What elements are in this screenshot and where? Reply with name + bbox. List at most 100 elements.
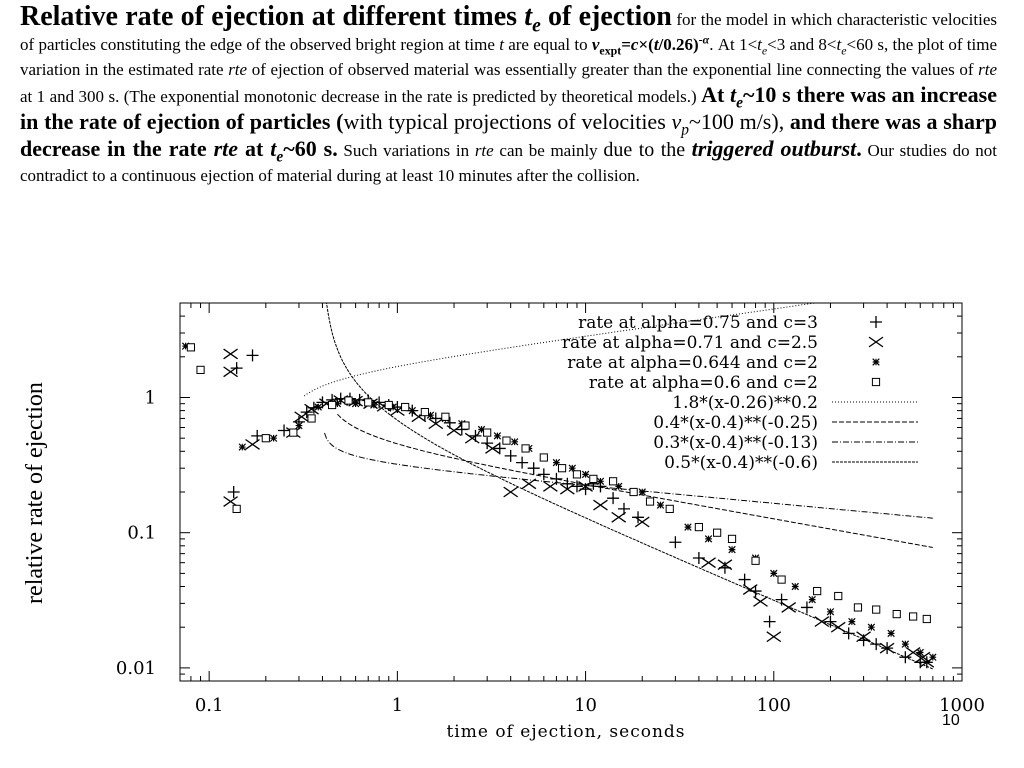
x-marker [578,480,593,492]
x-marker [742,584,758,595]
plus-marker [669,536,682,549]
star-marker [269,434,278,442]
square-marker [461,421,470,430]
star-marker [596,477,605,486]
x-tick-label: 1 [392,695,403,716]
fit-curve-line [324,302,934,670]
fit-curve-line [324,432,933,519]
square-marker [289,428,298,437]
star-marker [848,617,856,626]
x-tick-label: 0.1 [195,695,224,716]
ejection-rate-chart: 0.1 1 10 100 1000 0.01 0.1 1 rate at alpha=0.75… [22,302,985,742]
square-marker [401,402,410,412]
square-marker [441,412,450,421]
x-tick-label: 10 [574,695,597,716]
legend-label: rate at alpha=0.75 and c=3 [578,313,818,333]
star-marker [370,401,378,409]
x-marker [766,631,782,643]
square-marker [364,398,373,407]
chart-legend: rate at alpha=0.75 and c=3 rate at alpha=… [562,313,918,473]
legend-label: 0.3*(x-0.4)**(-0.13) [653,433,818,453]
square-marker [645,497,655,506]
x-marker [304,403,319,415]
star-marker [238,443,247,451]
plus-marker [800,601,813,614]
square-marker [483,428,492,437]
axis-ticks: 0.1 1 10 100 1000 0.01 0.1 1 [116,303,985,716]
x-marker [634,516,650,528]
star-marker [704,535,713,543]
star-marker [510,438,519,446]
x-marker [593,499,608,511]
x-marker [503,486,519,498]
x-marker [446,425,462,436]
square-marker [521,444,530,453]
square-marker [909,612,918,621]
figure-caption: Relative rate of ejection at different t… [20,1,998,186]
star-marker [333,399,342,408]
plus-marker [607,492,620,505]
star-marker [867,623,876,631]
star-marker [568,464,577,472]
plus-marker [763,615,776,628]
x-marker [879,642,895,654]
plus-marker [870,316,882,328]
x-marker [223,348,238,360]
star-marker [181,342,190,350]
square-marker [853,603,863,612]
star-marker [477,425,486,434]
star-marker [728,545,736,554]
legend-label: rate at alpha=0.6 and c=2 [589,373,818,393]
star-marker [581,470,590,479]
square-marker [872,605,881,614]
plus-marker [481,437,494,450]
x-marker [856,631,871,643]
plus-marker [561,477,574,490]
star-marker [493,432,502,440]
square-marker [727,534,737,543]
plus-marker [246,349,259,362]
star-marker [684,523,692,531]
square-marker [871,377,881,387]
square-marker [834,591,843,601]
square-marker [777,575,786,584]
x-marker [830,621,846,633]
x-marker [701,557,716,569]
x-marker [485,443,500,454]
star-marker [408,406,416,415]
plus-marker [429,412,442,425]
star-marker [872,358,880,366]
plus-marker [899,651,912,664]
legend-label: rate at alpha=0.644 and c=2 [567,353,818,373]
star-marker [638,488,646,496]
x-marker [428,418,444,430]
plus-marker [227,486,240,498]
plus-marker [493,442,506,455]
x-marker [814,616,830,628]
plus-marker [527,462,540,475]
square-marker [344,396,353,405]
plus-marker [278,424,291,437]
star-marker [314,403,323,411]
plus-marker [749,585,762,598]
plus-marker [632,511,645,524]
star-marker [826,608,835,616]
star-marker [426,411,435,419]
square-marker [307,414,316,423]
x-marker [753,596,768,607]
square-marker [420,407,429,417]
plus-marker [251,429,264,442]
square-marker [261,434,270,443]
plus-marker [775,593,788,606]
star-marker [791,582,799,591]
square-marker [751,556,760,565]
square-marker [922,614,931,624]
plus-marker [842,627,855,640]
star-marker [916,648,924,657]
star-marker [614,482,623,491]
square-marker [502,436,511,445]
square-marker [186,343,196,352]
square-marker [813,586,822,596]
x-marker [915,651,931,663]
star-marker [901,640,910,648]
